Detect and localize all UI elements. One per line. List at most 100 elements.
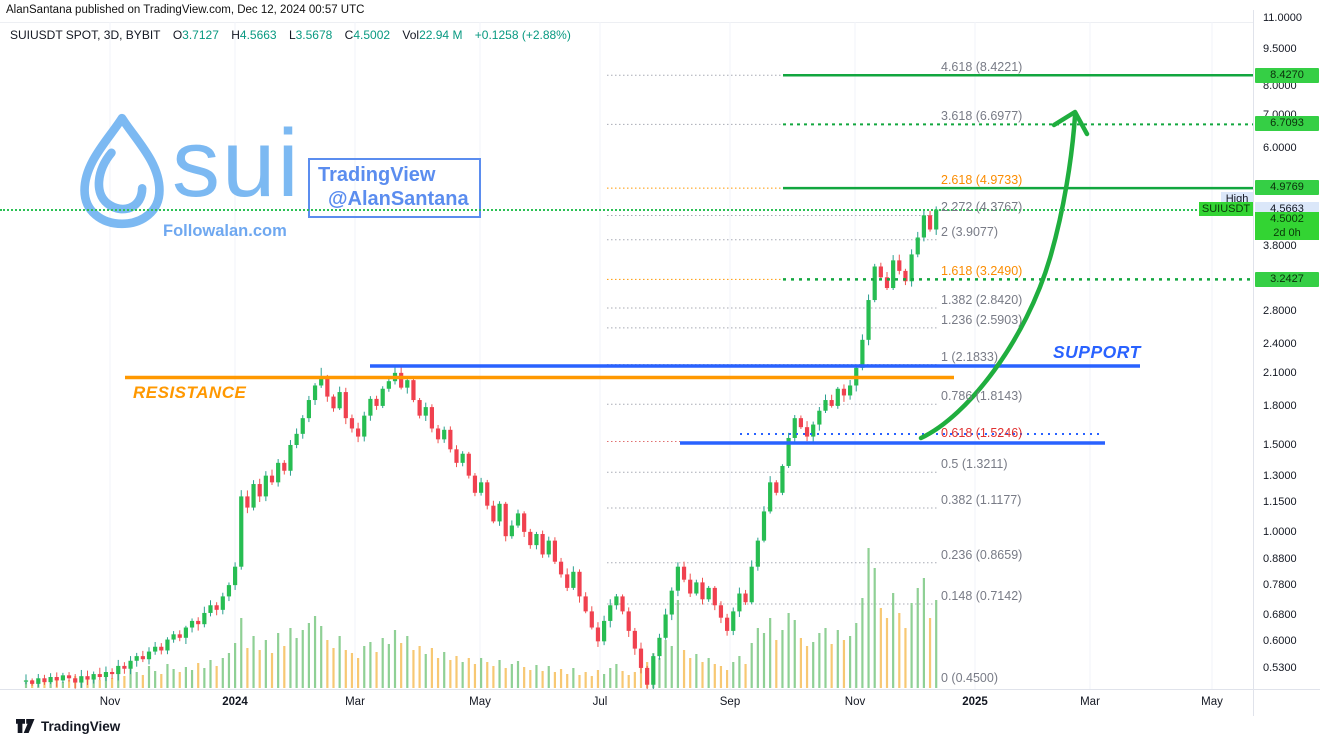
time-axis[interactable]: Nov 2024 Mar May Jul Sep Nov 2025 Mar May <box>0 689 1320 716</box>
attribution-text: AlanSantana published on TradingView.com… <box>6 4 365 16</box>
candle <box>220 596 225 610</box>
candle <box>897 260 902 271</box>
volume-bar <box>449 660 452 688</box>
price-tick: 8.0000 <box>1263 80 1297 93</box>
fib-level-label: 4.618 (8.4221) <box>941 60 1023 75</box>
volume-bar <box>682 650 686 688</box>
candle <box>466 453 471 476</box>
candle <box>165 639 170 651</box>
volume-bar <box>726 670 729 688</box>
candle <box>300 418 305 434</box>
candle <box>878 266 883 278</box>
open-value: 3.7127 <box>182 28 219 42</box>
volume-bar <box>264 640 267 688</box>
price-tick: 0.5300 <box>1263 661 1297 674</box>
candle <box>927 215 933 230</box>
price-tick: 3.8000 <box>1263 239 1297 252</box>
volume-bar <box>885 618 889 688</box>
candle <box>528 531 533 546</box>
candle <box>522 513 527 532</box>
volume-bar <box>553 672 556 688</box>
volume-bar <box>486 662 489 688</box>
candle <box>915 237 920 255</box>
plot-area[interactable] <box>23 22 1253 702</box>
volume-bar <box>578 675 581 688</box>
candle <box>177 634 182 638</box>
candle <box>239 496 244 567</box>
candle <box>921 215 926 238</box>
candle <box>282 462 287 471</box>
volume-bar <box>689 658 692 688</box>
fib-level-label: 2 (3.9077) <box>941 224 998 239</box>
volume-bar <box>590 676 593 688</box>
candle <box>368 398 373 416</box>
candle <box>134 656 139 661</box>
price-tick: 2.1000 <box>1263 366 1297 379</box>
volume-bar <box>529 670 532 688</box>
volume-bar <box>375 652 378 688</box>
volume-bar <box>756 628 759 688</box>
candle <box>811 424 816 437</box>
volume-bar <box>480 658 483 688</box>
candle <box>565 574 570 588</box>
volume-bar <box>701 662 704 688</box>
volume-bar <box>762 633 766 688</box>
candle <box>171 634 176 640</box>
volume-bar <box>609 668 612 688</box>
candle <box>30 680 35 684</box>
candle <box>103 672 109 678</box>
volume-bar <box>596 670 600 688</box>
volume-bar <box>707 658 710 688</box>
candle <box>651 656 656 685</box>
volume-bar <box>572 668 575 688</box>
time-axis-label: 2025 <box>962 696 988 708</box>
tradingview-brand-text: TradingView <box>41 719 121 734</box>
time-axis-label: May <box>1201 696 1223 708</box>
candle <box>718 605 724 618</box>
volume-bar <box>320 626 323 688</box>
candle <box>835 388 840 406</box>
candle <box>233 566 238 586</box>
author-badge-line2: @AlanSantana <box>328 188 469 210</box>
volume-bar <box>190 670 194 688</box>
candle <box>663 614 668 638</box>
candle <box>405 380 410 388</box>
price-axis[interactable]: 4.5663 4.5002 2d 0h 11.0000 9.5000 8.0000 7… <box>1253 10 1320 715</box>
volume-bar <box>769 618 772 688</box>
price-tick: 1.0000 <box>1263 525 1297 538</box>
volume-bar <box>424 654 427 688</box>
fib-level-label: 0.382 (1.1177) <box>941 493 1022 508</box>
candle <box>626 611 631 631</box>
candle <box>675 566 680 591</box>
candle <box>460 453 465 463</box>
bar-countdown: 2d 0h <box>1273 227 1301 239</box>
volume-bar <box>166 664 169 688</box>
fib-level-label: 1.382 (2.8420) <box>941 293 1023 308</box>
candle <box>411 380 416 401</box>
time-axis-label: Nov <box>844 696 866 708</box>
candle <box>755 540 760 567</box>
volume-value: 22.94 M <box>419 28 463 42</box>
candle <box>226 585 232 597</box>
volume-bar <box>904 628 907 688</box>
candle <box>798 418 803 428</box>
candle <box>589 611 594 628</box>
last-price-value: 4.5002 <box>1270 213 1304 225</box>
volume-bar <box>111 678 114 688</box>
volume-bar <box>910 603 913 688</box>
resistance-label: RESISTANCE <box>133 383 247 402</box>
fib-level-label: 1 (2.1833) <box>941 349 998 364</box>
tradingview-footer-logo[interactable]: TradingView <box>16 719 120 734</box>
volume-bar <box>467 658 470 688</box>
fib-level-label: 0 (0.4500) <box>941 671 998 685</box>
volume-bar <box>357 658 360 688</box>
volume-bar <box>436 658 440 688</box>
volume-bar <box>535 665 538 688</box>
candle <box>552 540 557 562</box>
candle <box>472 475 478 493</box>
candle <box>66 675 72 679</box>
price-tick: 0.7800 <box>1263 579 1297 592</box>
volume-bar <box>793 620 796 688</box>
volume-bar <box>197 663 200 688</box>
